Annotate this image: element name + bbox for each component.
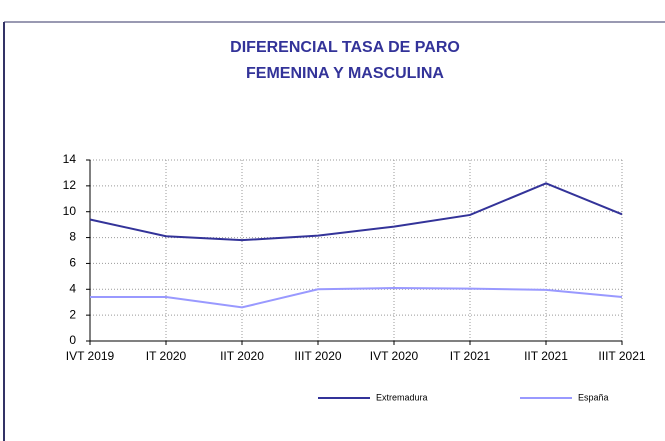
y-tick-label: 2 <box>69 307 76 321</box>
y-tick-label: 8 <box>69 230 76 244</box>
x-tick-label: IVT 2019 <box>66 349 115 363</box>
legend-label: España <box>578 392 609 402</box>
chart-title: FEMENINA Y MASCULINA <box>246 65 444 82</box>
y-tick-label: 10 <box>63 204 77 218</box>
series-line <box>90 286 623 309</box>
y-tick-label: 14 <box>63 152 77 166</box>
y-tick-label: 6 <box>69 256 76 270</box>
x-tick-label: IT 2021 <box>450 349 491 363</box>
x-tick-label: IIT 2021 <box>524 349 568 363</box>
chart-title: DIFERENCIAL TASA DE PARO <box>230 39 460 56</box>
y-tick-label: 4 <box>69 281 76 295</box>
series-line <box>89 182 623 242</box>
legend-label: Extremadura <box>376 392 428 402</box>
x-tick-label: IIT 2020 <box>220 349 264 363</box>
y-tick-label: 12 <box>63 178 77 192</box>
x-tick-label: IIIT 2021 <box>598 349 645 363</box>
x-tick-label: IVT 2020 <box>370 349 419 363</box>
y-tick-label: 0 <box>69 333 76 347</box>
x-tick-label: IT 2020 <box>146 349 187 363</box>
x-tick-label: IIIT 2020 <box>294 349 341 363</box>
